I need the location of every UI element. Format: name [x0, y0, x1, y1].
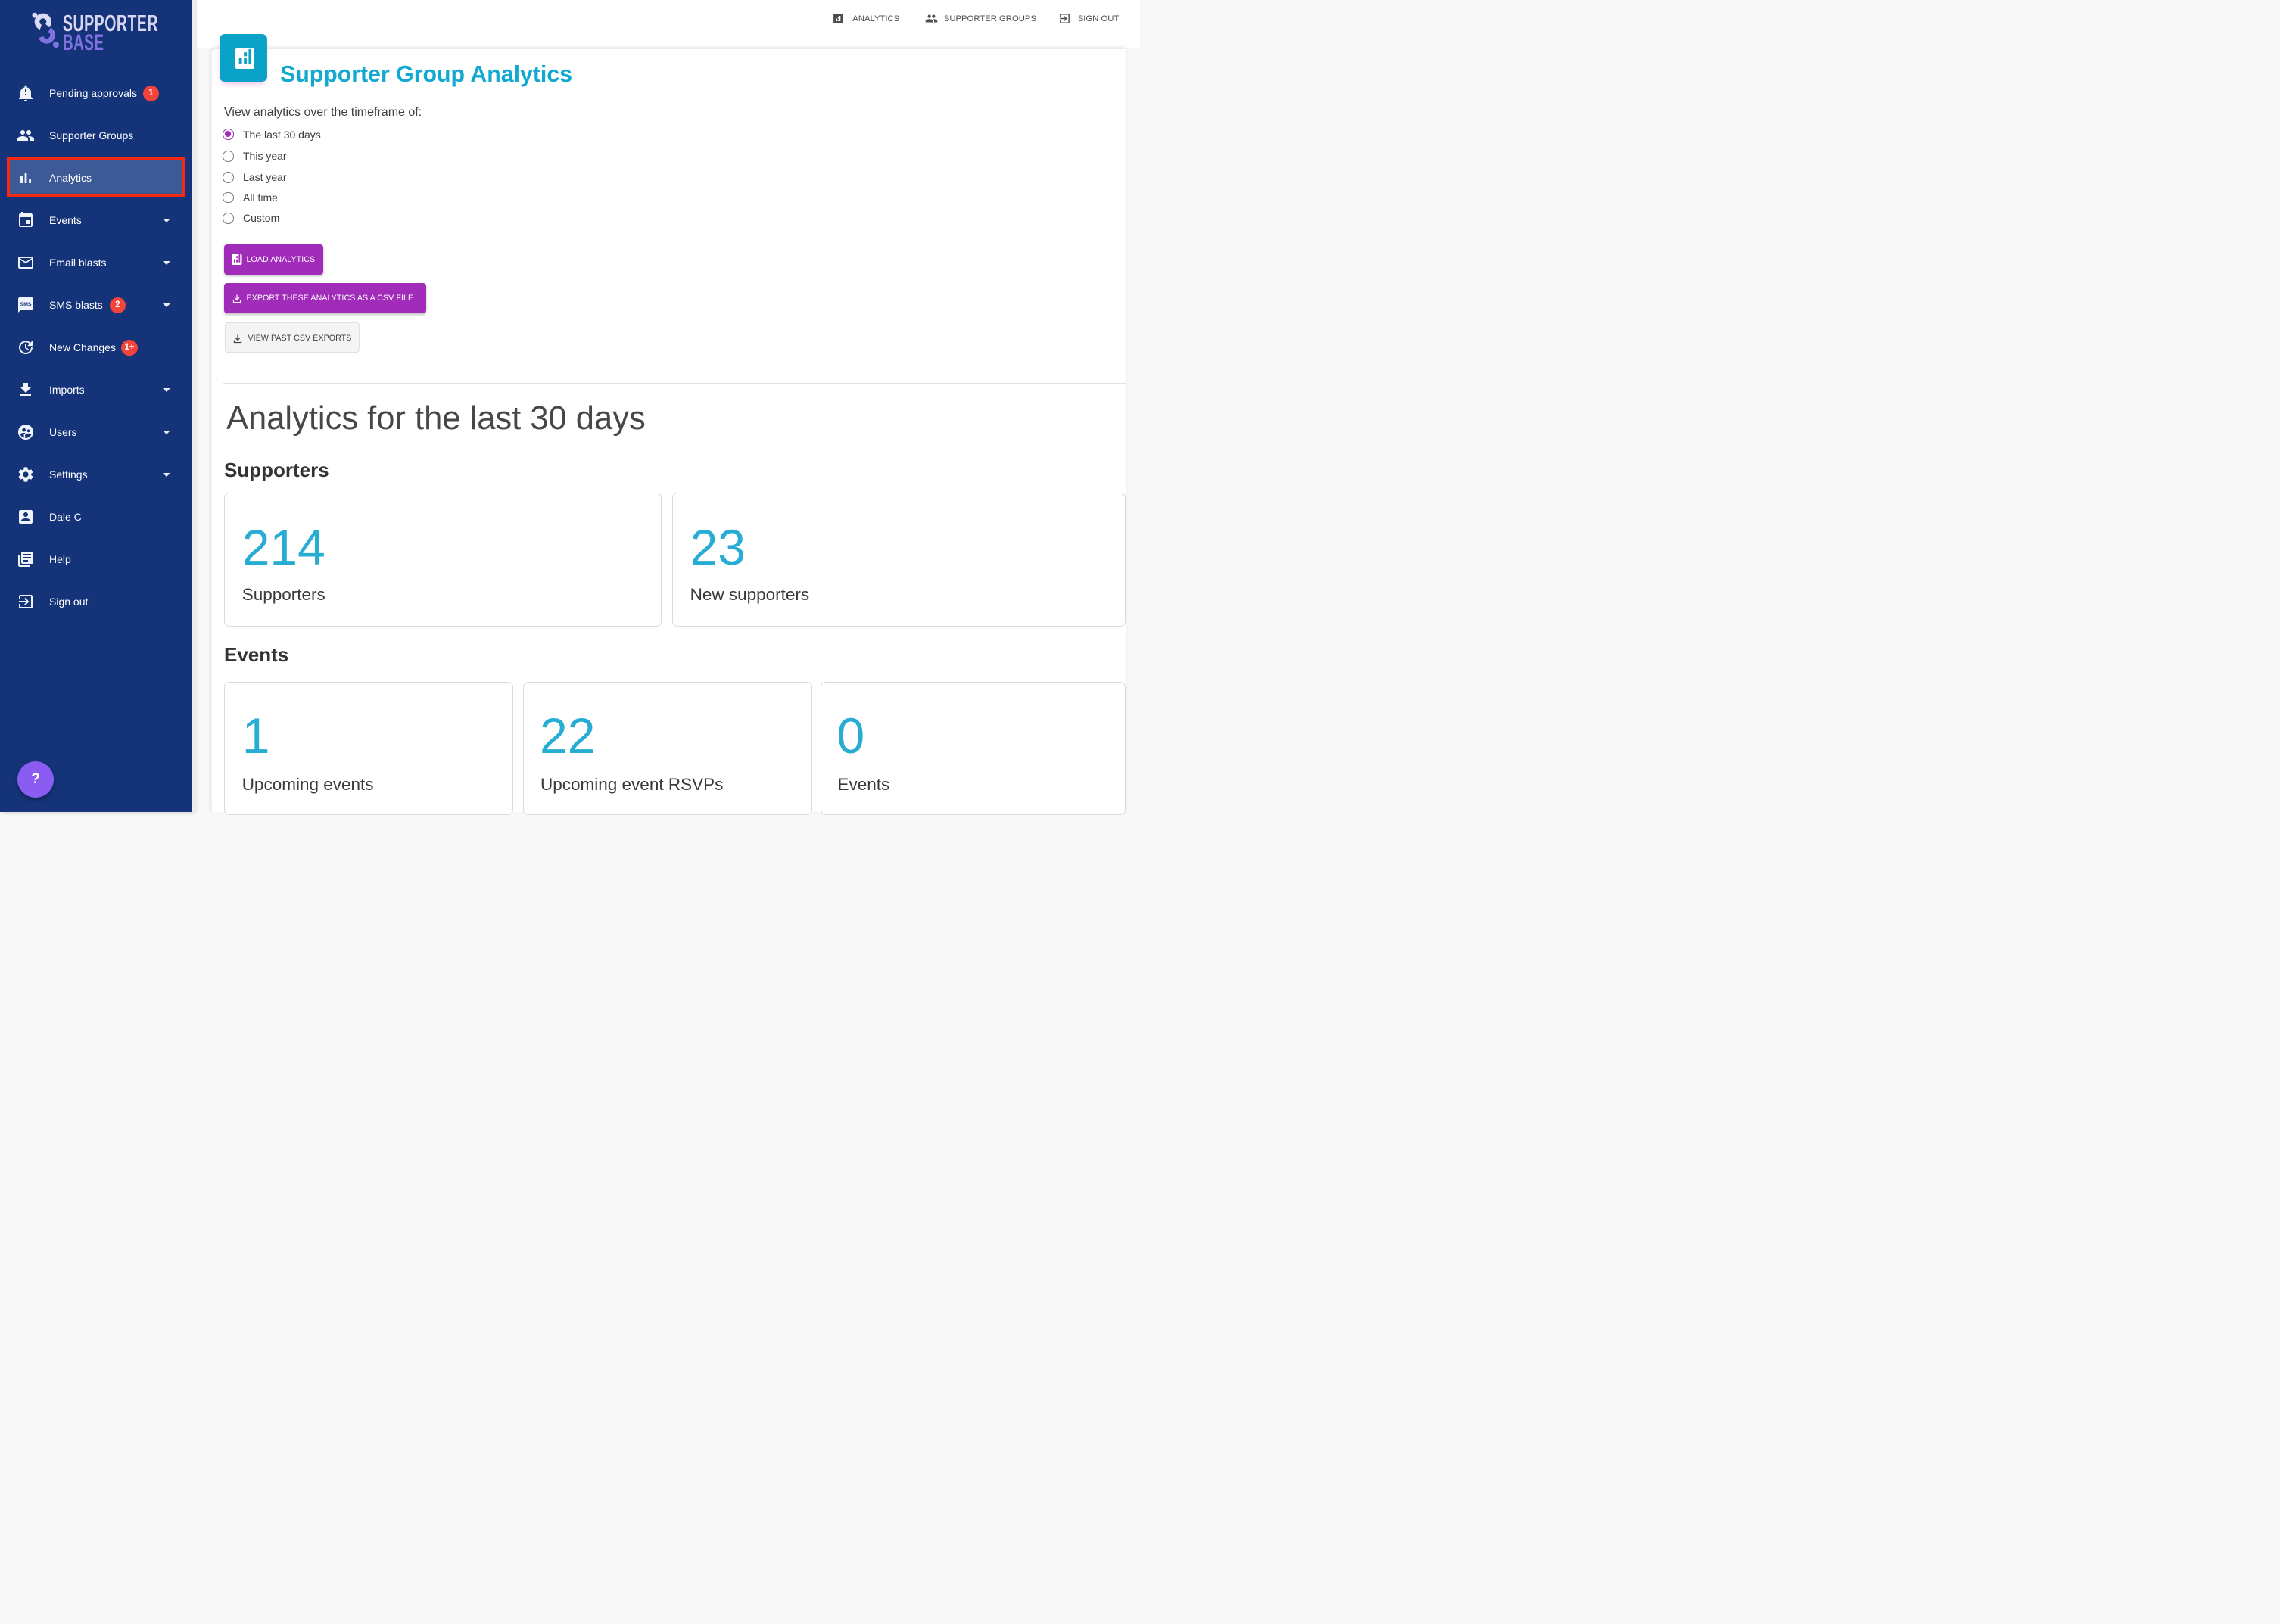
svg-text:SMS: SMS [20, 303, 32, 308]
